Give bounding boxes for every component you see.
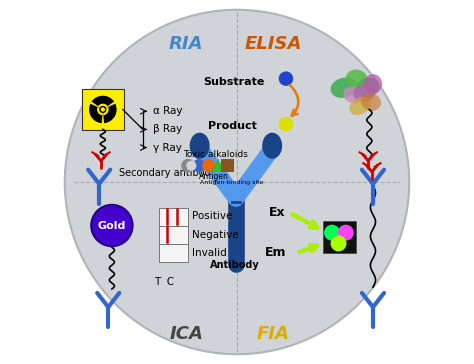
Circle shape — [181, 159, 195, 173]
Wedge shape — [103, 107, 109, 115]
Wedge shape — [97, 107, 103, 115]
Ellipse shape — [330, 78, 357, 98]
Ellipse shape — [343, 87, 363, 103]
Circle shape — [186, 161, 196, 171]
Bar — [221, 159, 234, 172]
Circle shape — [279, 71, 293, 86]
Text: Gold: Gold — [98, 221, 126, 230]
Circle shape — [338, 225, 354, 241]
FancyBboxPatch shape — [159, 208, 188, 226]
Ellipse shape — [364, 74, 382, 94]
FancyBboxPatch shape — [82, 89, 124, 130]
Circle shape — [100, 107, 105, 112]
Text: Secondary antibody: Secondary antibody — [119, 168, 217, 178]
Text: FIA: FIA — [257, 325, 290, 343]
Ellipse shape — [262, 133, 282, 159]
Ellipse shape — [353, 84, 375, 102]
Circle shape — [91, 205, 133, 246]
FancyBboxPatch shape — [323, 221, 356, 253]
Text: Antibody: Antibody — [210, 260, 260, 270]
Circle shape — [279, 117, 293, 131]
Circle shape — [99, 106, 107, 113]
Text: β Ray: β Ray — [153, 124, 182, 134]
Text: Negative: Negative — [191, 230, 238, 240]
Wedge shape — [103, 104, 117, 123]
Text: ELISA: ELISA — [245, 35, 302, 53]
Wedge shape — [91, 96, 114, 110]
Text: RIA: RIA — [169, 35, 203, 53]
FancyBboxPatch shape — [159, 226, 188, 244]
Text: Toxic alkaloids: Toxic alkaloids — [183, 150, 248, 159]
Ellipse shape — [190, 133, 210, 159]
Wedge shape — [98, 104, 108, 110]
Ellipse shape — [346, 70, 367, 88]
Circle shape — [330, 236, 346, 252]
Circle shape — [324, 225, 340, 241]
Text: Invalid: Invalid — [191, 248, 227, 258]
Text: Substrate: Substrate — [203, 77, 264, 87]
Circle shape — [202, 159, 215, 172]
Text: Em: Em — [264, 246, 286, 259]
Ellipse shape — [361, 94, 381, 111]
Circle shape — [192, 159, 205, 172]
Wedge shape — [89, 104, 103, 123]
Ellipse shape — [349, 97, 371, 115]
Text: α Ray: α Ray — [153, 106, 182, 116]
Text: Ex: Ex — [269, 206, 286, 219]
Ellipse shape — [65, 10, 409, 354]
Text: ICA: ICA — [169, 325, 203, 343]
Text: T  C: T C — [155, 277, 174, 287]
Text: Positive: Positive — [191, 211, 232, 221]
Polygon shape — [211, 159, 225, 171]
Text: Product: Product — [208, 121, 257, 131]
Text: Antigen-binding site: Antigen-binding site — [200, 180, 264, 185]
Ellipse shape — [356, 78, 379, 98]
Text: Antigen: Antigen — [199, 172, 228, 181]
Text: γ Ray: γ Ray — [153, 143, 182, 153]
FancyBboxPatch shape — [159, 244, 188, 262]
